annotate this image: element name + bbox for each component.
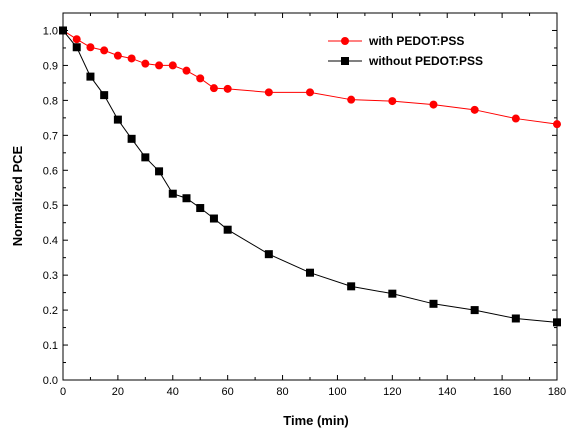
y-tick-label: 0.0: [43, 375, 58, 387]
x-tick-label: 40: [167, 386, 179, 398]
point-without-pedot-pss: [72, 43, 81, 52]
point-with-pedot-pss: [168, 61, 177, 70]
point-with-pedot-pss: [347, 95, 356, 104]
point-without-pedot-pss: [155, 167, 164, 176]
point-without-pedot-pss: [113, 115, 122, 124]
point-with-pedot-pss: [470, 105, 479, 114]
legend: with PEDOT:PSS without PEDOT:PSS: [328, 34, 483, 68]
point-without-pedot-pss: [182, 194, 191, 203]
x-axis-title: Time (min): [283, 413, 349, 428]
y-tick-label: 0.8: [43, 95, 58, 107]
y-tick-label: 0.7: [43, 130, 58, 142]
point-with-pedot-pss: [388, 97, 397, 106]
x-tick-label: 80: [276, 386, 288, 398]
point-without-pedot-pss: [86, 72, 95, 81]
legend-label-with-pedot-pss: with PEDOT:PSS: [368, 34, 464, 48]
x-tick-label: 60: [222, 386, 234, 398]
point-with-pedot-pss: [429, 100, 438, 109]
point-without-pedot-pss: [264, 250, 273, 259]
point-with-pedot-pss: [553, 120, 561, 129]
point-without-pedot-pss: [347, 282, 356, 291]
point-without-pedot-pss: [209, 214, 218, 223]
x-tick-label: 20: [112, 386, 124, 398]
y-tick-label: 0.4: [43, 235, 58, 247]
point-with-pedot-pss: [100, 46, 109, 55]
point-without-pedot-pss: [168, 189, 177, 198]
y-tick-label: 0.1: [43, 340, 58, 352]
point-with-pedot-pss: [306, 88, 314, 97]
x-tick-label: 0: [60, 386, 66, 398]
point-with-pedot-pss: [223, 84, 232, 93]
point-with-pedot-pss: [141, 59, 150, 68]
plot-frame: [62, 12, 558, 381]
point-without-pedot-pss: [141, 153, 150, 162]
legend-marker-with-pedot-pss: [341, 37, 349, 45]
y-tick-label: 0.9: [43, 60, 58, 72]
point-without-pedot-pss: [223, 225, 232, 234]
point-with-pedot-pss: [196, 74, 205, 83]
x-tick-label: 120: [383, 386, 401, 398]
point-with-pedot-pss: [264, 88, 273, 97]
point-without-pedot-pss: [429, 299, 438, 308]
point-without-pedot-pss: [553, 318, 561, 327]
x-tick-label: 160: [493, 386, 511, 398]
point-with-pedot-pss: [72, 35, 81, 44]
legend-label-without-pedot-pss: without PEDOT:PSS: [368, 54, 483, 68]
point-without-pedot-pss: [127, 134, 136, 143]
legend-marker-without-pedot-pss: [341, 57, 349, 65]
point-without-pedot-pss: [306, 268, 314, 277]
y-tick-label: 0.2: [43, 305, 58, 317]
x-tick-label: 140: [438, 386, 456, 398]
point-with-pedot-pss: [155, 61, 164, 70]
point-without-pedot-pss: [196, 204, 205, 213]
y-tick-label: 1.0: [43, 25, 58, 37]
y-tick-label: 0.6: [43, 165, 58, 177]
point-without-pedot-pss: [100, 91, 109, 100]
series-line-without-pedot-pss: [62, 30, 558, 323]
y-tick-label: 0.3: [43, 270, 58, 282]
y-axis-title: Normalized PCE: [10, 145, 25, 246]
point-with-pedot-pss: [113, 51, 122, 60]
x-tick-label: 180: [548, 386, 566, 398]
point-without-pedot-pss: [59, 26, 67, 35]
series-line-with-pedot-pss: [62, 30, 558, 125]
point-with-pedot-pss: [182, 66, 191, 75]
point-with-pedot-pss: [209, 84, 218, 93]
point-with-pedot-pss: [511, 114, 520, 123]
point-without-pedot-pss: [511, 314, 520, 323]
point-without-pedot-pss: [388, 289, 397, 298]
point-with-pedot-pss: [127, 54, 136, 63]
point-without-pedot-pss: [470, 306, 479, 315]
y-tick-label: 0.5: [43, 200, 58, 212]
x-tick-label: 100: [328, 386, 346, 398]
point-with-pedot-pss: [86, 43, 95, 52]
